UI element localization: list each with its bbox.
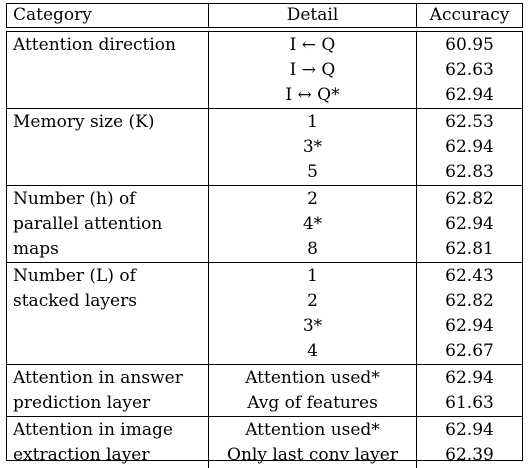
accuracy-cell: 61.63 bbox=[445, 393, 494, 413]
accuracy-cell: 62.43 bbox=[445, 266, 494, 286]
category-line: Memory size (K) bbox=[13, 112, 155, 132]
group-accuracies: 62.53 62.94 62.83 bbox=[417, 109, 522, 185]
accuracy-cell: 62.94 bbox=[445, 420, 494, 440]
group-category: Memory size (K) bbox=[7, 109, 209, 185]
detail-cell: 4* bbox=[302, 214, 323, 234]
detail-cell: 2 bbox=[307, 291, 318, 311]
group-category: Attention in answer prediction layer bbox=[7, 365, 209, 416]
category-line: prediction layer bbox=[13, 393, 151, 413]
detail-cell: Avg of features bbox=[247, 393, 378, 413]
group-category: Attention direction bbox=[7, 32, 209, 108]
table-group: Attention direction I ← Q I → Q I ↔ Q* 6… bbox=[7, 32, 522, 109]
detail-cell: Attention used* bbox=[245, 368, 380, 388]
group-accuracies: 62.94 61.63 bbox=[417, 365, 522, 416]
group-details: Attention used* Only last conv layer bbox=[209, 417, 417, 468]
accuracy-cell: 62.67 bbox=[445, 341, 494, 361]
category-line: maps bbox=[13, 239, 59, 259]
group-accuracies: 60.95 62.63 62.94 bbox=[417, 32, 522, 108]
detail-cell: I → Q bbox=[289, 60, 336, 80]
group-details: I ← Q I → Q I ↔ Q* bbox=[209, 32, 417, 108]
accuracy-cell: 62.82 bbox=[445, 189, 494, 209]
table-group: Memory size (K) 1 3* 5 62.53 62.94 62.83 bbox=[7, 109, 522, 186]
accuracy-cell: 62.81 bbox=[445, 239, 494, 259]
group-details: 1 3* 5 bbox=[209, 109, 417, 185]
accuracy-cell: 62.94 bbox=[445, 214, 494, 234]
group-category: Number (h) of parallel attention maps bbox=[7, 186, 209, 262]
accuracy-cell: 62.94 bbox=[445, 85, 494, 105]
category-line: extraction layer bbox=[13, 445, 150, 465]
group-accuracies: 62.43 62.82 62.94 62.67 bbox=[417, 263, 522, 364]
detail-cell: 3* bbox=[302, 137, 323, 157]
accuracy-cell: 62.63 bbox=[445, 60, 494, 80]
table-group: Attention in image extraction layer Atte… bbox=[7, 417, 522, 468]
detail-cell: Attention used* bbox=[245, 420, 380, 440]
detail-cell: Only last conv layer bbox=[227, 445, 398, 465]
table-body: Attention direction I ← Q I → Q I ↔ Q* 6… bbox=[6, 31, 523, 468]
category-line: stacked layers bbox=[13, 291, 137, 311]
header-accuracy: Accuracy bbox=[429, 5, 510, 25]
accuracy-cell: 62.39 bbox=[445, 445, 494, 465]
accuracy-cell: 62.82 bbox=[445, 291, 494, 311]
detail-cell: 8 bbox=[307, 239, 318, 259]
detail-cell: 1 bbox=[307, 266, 318, 286]
accuracy-cell: 62.83 bbox=[445, 162, 494, 182]
category-line: Number (L) of bbox=[13, 266, 136, 286]
group-accuracies: 62.82 62.94 62.81 bbox=[417, 186, 522, 262]
accuracy-cell: 62.53 bbox=[445, 112, 494, 132]
category-line: Number (h) of bbox=[13, 189, 136, 209]
category-line: Attention in image bbox=[13, 420, 173, 440]
group-category: Number (L) of stacked layers bbox=[7, 263, 209, 364]
category-line: Attention direction bbox=[13, 35, 176, 55]
accuracy-cell: 62.94 bbox=[445, 316, 494, 336]
table-group: Number (h) of parallel attention maps 2 … bbox=[7, 186, 522, 263]
group-details: Attention used* Avg of features bbox=[209, 365, 417, 416]
detail-cell: I ← Q bbox=[289, 35, 336, 55]
detail-cell: 5 bbox=[307, 162, 318, 182]
group-details: 1 2 3* 4 bbox=[209, 263, 417, 364]
category-line: Attention in answer bbox=[13, 368, 183, 388]
detail-cell: I ↔ Q* bbox=[285, 85, 340, 105]
detail-cell: 4 bbox=[307, 341, 318, 361]
detail-cell: 1 bbox=[307, 112, 318, 132]
category-line: parallel attention bbox=[13, 214, 163, 234]
accuracy-cell: 62.94 bbox=[445, 368, 494, 388]
header-detail: Detail bbox=[209, 4, 417, 27]
detail-cell: 3* bbox=[302, 316, 323, 336]
table-group: Number (L) of stacked layers 1 2 3* 4 62… bbox=[7, 263, 522, 365]
group-accuracies: 62.94 62.39 bbox=[417, 417, 522, 468]
table-group: Attention in answer prediction layer Att… bbox=[7, 365, 522, 417]
header-category: Category bbox=[7, 4, 209, 27]
accuracy-cell: 60.95 bbox=[445, 35, 494, 55]
detail-cell: 2 bbox=[307, 189, 318, 209]
group-details: 2 4* 8 bbox=[209, 186, 417, 262]
accuracy-cell: 62.94 bbox=[445, 137, 494, 157]
group-category: Attention in image extraction layer bbox=[7, 417, 209, 468]
table-header: Category Detail Accuracy bbox=[6, 3, 523, 28]
